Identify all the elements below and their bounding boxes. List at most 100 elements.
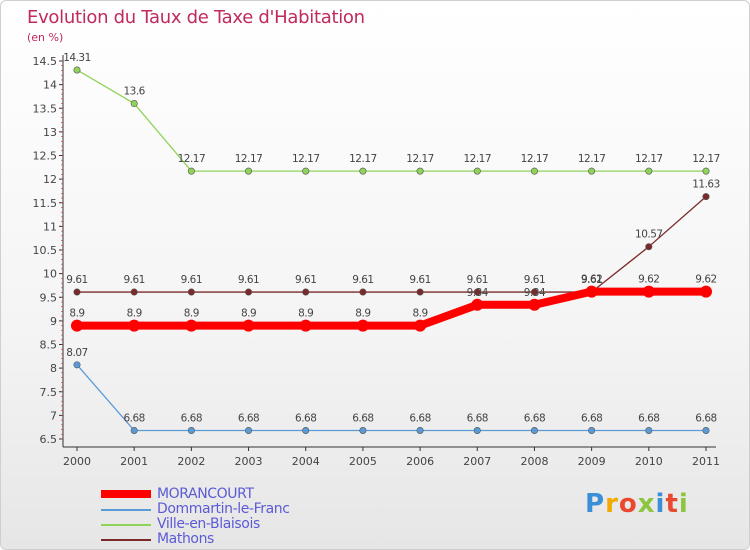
y-tick-label: 10 <box>43 268 57 281</box>
data-point <box>359 426 367 434</box>
y-tick-label: 14.5 <box>33 55 58 68</box>
data-label: 8.9 <box>69 308 84 320</box>
data-label: 8.9 <box>355 308 370 320</box>
legend-swatch <box>101 490 151 498</box>
legend-label: Dommartin-le-Franc <box>157 501 290 517</box>
legend-swatch <box>101 509 151 511</box>
data-label: 12.17 <box>692 153 720 165</box>
logo-letter: t <box>665 489 679 519</box>
logo-letter: i <box>655 489 666 519</box>
data-point <box>130 288 138 296</box>
data-point <box>302 288 310 296</box>
chart-subtitle: (en %) <box>27 31 64 44</box>
data-point <box>185 319 198 332</box>
data-point <box>645 243 653 251</box>
data-label: 9.61 <box>581 274 602 286</box>
data-label: 12.17 <box>235 153 263 165</box>
y-tick-label: 13 <box>43 126 57 139</box>
proxiti-logo: Proxiti <box>585 489 689 519</box>
data-point <box>71 319 83 332</box>
data-point <box>73 66 81 74</box>
data-point <box>530 426 538 434</box>
data-point <box>245 167 253 175</box>
data-label: 6.68 <box>295 412 316 424</box>
data-point <box>645 426 653 434</box>
data-point <box>473 167 481 175</box>
data-label: 12.17 <box>463 153 491 165</box>
data-point <box>414 319 427 332</box>
data-label: 8.9 <box>127 308 142 320</box>
legend-swatch <box>101 539 151 541</box>
data-label: 12.17 <box>292 153 320 165</box>
logo-letter: i <box>678 489 689 519</box>
data-point <box>645 167 653 175</box>
data-label: 9.34 <box>524 287 546 299</box>
series-line-3 <box>77 196 707 293</box>
data-label: 8.9 <box>412 308 427 320</box>
x-tick-label: 2005 <box>349 455 377 468</box>
data-label: 14.31 <box>63 52 91 64</box>
data-label: 10.57 <box>635 229 663 241</box>
data-label: 9.61 <box>467 274 488 286</box>
x-tick-label: 2011 <box>692 455 720 468</box>
data-label: 8.07 <box>66 347 87 359</box>
data-label: 9.61 <box>123 274 144 286</box>
data-point <box>528 298 541 311</box>
data-point <box>702 193 710 201</box>
y-tick-label: 11 <box>43 220 57 233</box>
data-label: 9.61 <box>524 274 545 286</box>
y-tick-label: 7 <box>50 409 57 422</box>
data-label: 6.68 <box>409 412 430 424</box>
data-label: 6.68 <box>123 412 144 424</box>
data-point <box>359 167 367 175</box>
y-tick-label: 12 <box>43 173 57 186</box>
series-line-1 <box>76 364 706 432</box>
data-point <box>73 361 81 369</box>
data-label: 8.9 <box>241 308 256 320</box>
data-label: 13.6 <box>123 86 145 98</box>
data-point <box>530 288 538 296</box>
chart-legend: MORANCOURT Dommartin-le-Franc Ville-en-B… <box>101 486 401 547</box>
data-point <box>473 288 481 296</box>
data-point <box>416 167 424 175</box>
x-tick-label: 2006 <box>406 455 434 468</box>
data-label: 9.61 <box>181 274 202 286</box>
legend-label: MORANCOURT <box>157 486 254 502</box>
y-tick-label: 10.5 <box>33 244 58 257</box>
logo-letter: P <box>585 489 606 519</box>
data-label: 12.17 <box>178 153 206 165</box>
y-tick-label: 11.5 <box>33 197 58 210</box>
data-label: 6.68 <box>352 412 373 424</box>
data-label: 12.17 <box>521 153 549 165</box>
data-label: 9.34 <box>467 287 489 299</box>
data-label: 9.61 <box>238 274 259 286</box>
data-label: 9.62 <box>638 274 659 286</box>
x-tick-label: 2000 <box>63 455 91 468</box>
data-point <box>588 167 596 175</box>
data-label: 12.17 <box>635 153 663 165</box>
data-point <box>530 167 538 175</box>
data-label: 9.61 <box>352 274 373 286</box>
x-tick-label: 2001 <box>120 455 148 468</box>
legend-label: Ville-en-Blaisois <box>157 516 260 532</box>
x-tick-label: 2010 <box>635 455 663 468</box>
data-point <box>128 319 141 332</box>
y-tick-label: 13.5 <box>33 102 58 115</box>
legend-label: Mathons <box>157 531 214 547</box>
data-label: 6.68 <box>467 412 488 424</box>
data-point <box>588 426 596 434</box>
data-point <box>702 426 710 434</box>
legend-item-ville-en-blaisois: Ville-en-Blaisois <box>101 516 401 532</box>
data-label: 9.61 <box>409 274 430 286</box>
x-tick-label: 2003 <box>235 455 263 468</box>
data-label: 11.63 <box>692 179 720 191</box>
data-point <box>302 426 310 434</box>
data-label: 6.68 <box>238 412 259 424</box>
x-tick-label: 2008 <box>520 455 548 468</box>
data-point <box>302 167 310 175</box>
data-point <box>130 100 138 108</box>
data-label: 9.62 <box>581 274 602 286</box>
y-tick-label: 14 <box>43 79 57 92</box>
legend-item-mathons: Mathons <box>101 531 401 547</box>
